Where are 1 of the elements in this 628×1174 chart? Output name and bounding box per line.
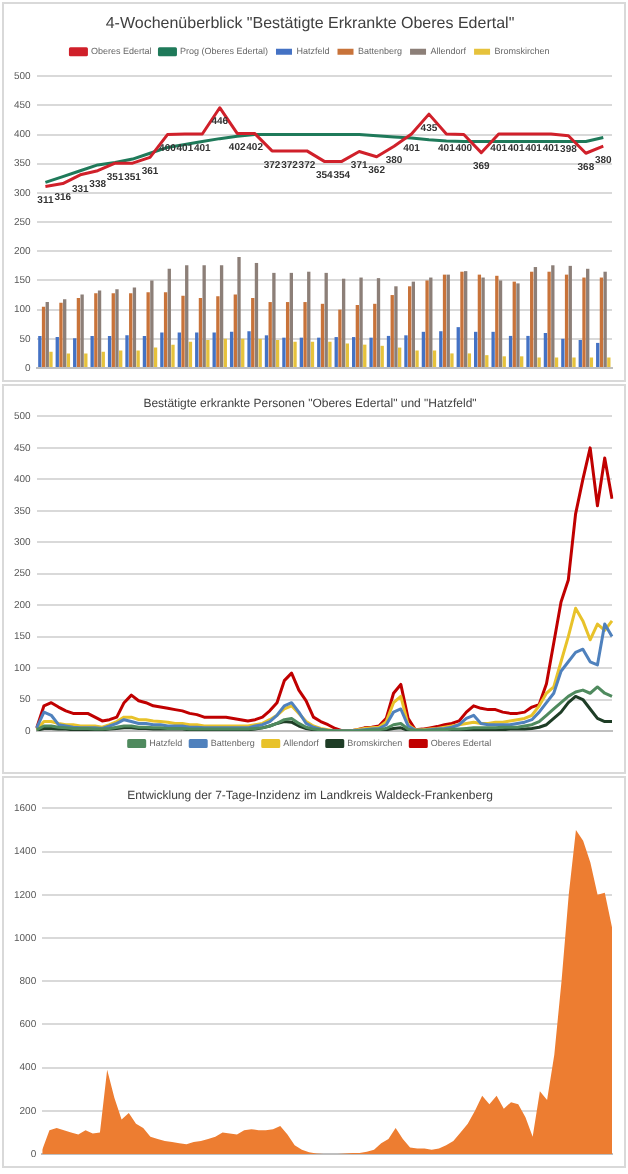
chart-title: 4-Wochenüberblick "Bestätigte Erkrankte Oberes Edertal"	[105, 14, 515, 33]
